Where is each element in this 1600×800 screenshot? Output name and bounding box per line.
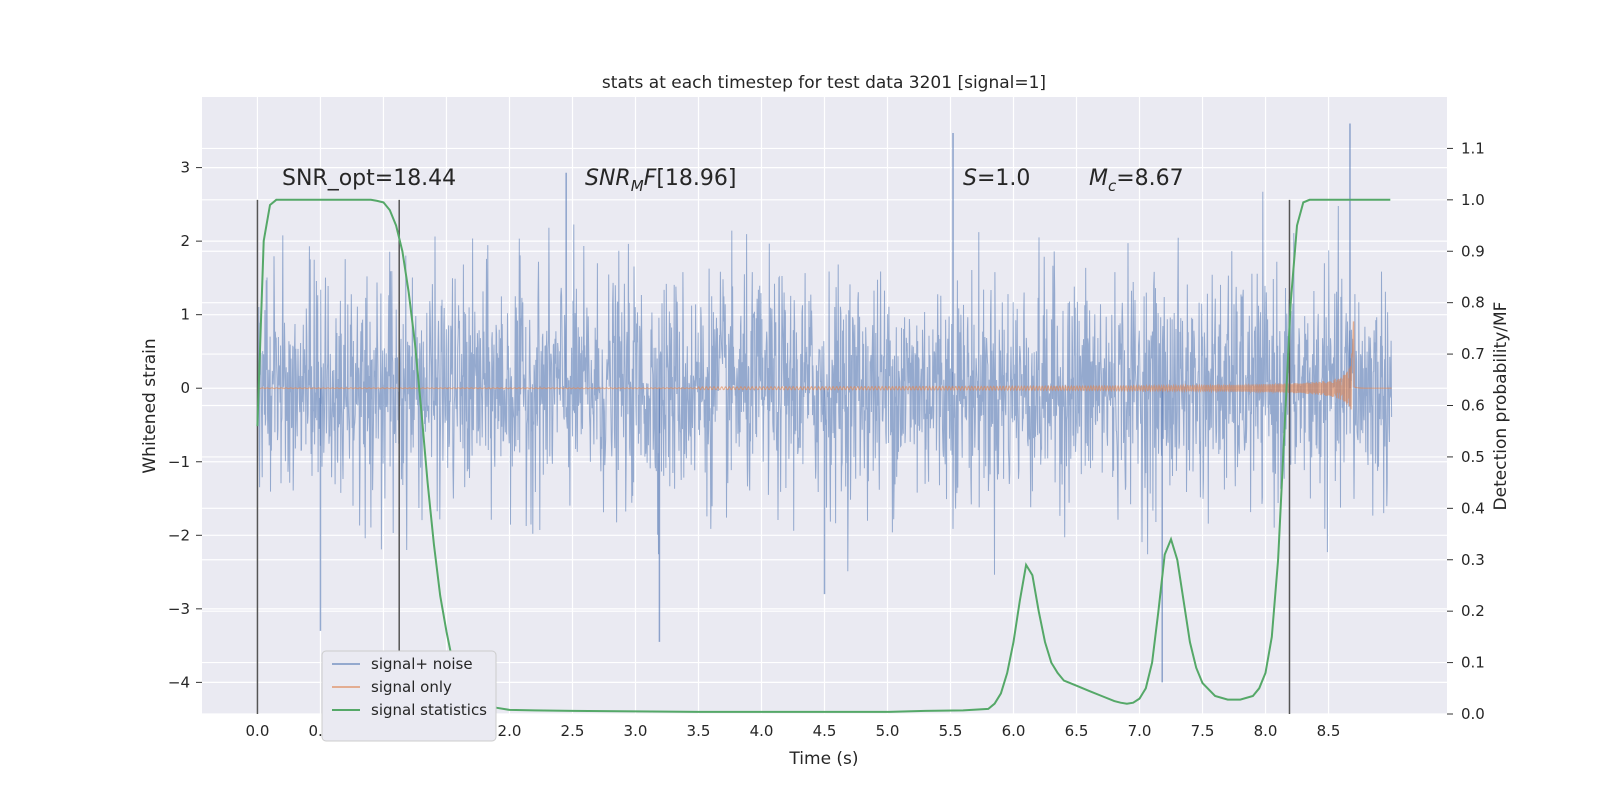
y2-tick-label: 0.5	[1461, 448, 1485, 466]
stat-series	[256, 198, 1391, 713]
x-tick-label: 8.5	[1317, 722, 1341, 740]
x-tick-label: 4.5	[813, 722, 837, 740]
signal-series	[257, 321, 1392, 410]
x-tick-label: 4.0	[750, 722, 774, 740]
y2-tick-label: 0.7	[1461, 345, 1485, 363]
x-tick-label: 7.0	[1128, 722, 1152, 740]
x-tick-label: 5.0	[876, 722, 900, 740]
signal-trace	[257, 321, 1392, 410]
y-tick-label: −4	[168, 673, 190, 691]
y2-tick-label: 1.1	[1461, 139, 1485, 157]
noise-series	[256, 123, 1393, 683]
y-tick-label: 0	[180, 379, 190, 397]
vertical-markers	[256, 199, 1291, 714]
annotation-snr-mf: SNRMF[18.96]	[585, 166, 736, 195]
y2-tick-label: 0.8	[1461, 294, 1485, 312]
annotation-s: S=1.0	[963, 166, 1030, 191]
x-tick-label: 8.0	[1254, 722, 1278, 740]
x-tick-label: 7.5	[1191, 722, 1215, 740]
y-axis-label: Whitened strain	[140, 338, 160, 473]
y2-tick-label: 1.0	[1461, 191, 1485, 209]
annotation-snr-opt: SNR_opt=18.44	[282, 166, 456, 191]
chart-title: stats at each timestep for test data 320…	[602, 73, 1046, 93]
y-axis-ticks: −4 −3 −2 −1 0 1 2 3	[168, 159, 202, 691]
legend-box	[321, 650, 497, 742]
annotation-mc: Mc=8.67	[1089, 166, 1184, 195]
x-tick-label: 3.0	[624, 722, 648, 740]
stat-trace	[256, 198, 1391, 713]
annotation-s-value: =1.0	[977, 166, 1030, 191]
x-tick-label: 2.5	[561, 722, 585, 740]
annotation-mc-value: =8.67	[1116, 166, 1183, 191]
y2-tick-label: 0.6	[1461, 397, 1485, 415]
annotation-snr-mf-value: [18.96]	[656, 166, 736, 191]
legend-label-signal: signal only	[371, 678, 452, 696]
y-tick-label: −3	[168, 600, 190, 618]
y2-axis-label: Detection probability/MF	[1491, 302, 1511, 511]
x-tick-label: 5.5	[939, 722, 963, 740]
y-tick-label: 3	[180, 159, 190, 177]
legend: signal+ noise signal only signal statist…	[321, 650, 497, 742]
x-tick-label: 6.0	[1002, 722, 1026, 740]
y-tick-label: 2	[180, 232, 190, 250]
y-tick-label: −1	[168, 453, 190, 471]
y2-tick-label: 0.3	[1461, 551, 1485, 569]
legend-label-noise: signal+ noise	[371, 655, 473, 673]
x-tick-label: 0.0	[246, 722, 270, 740]
x-tick-label: 6.5	[1065, 722, 1089, 740]
y-tick-label: 1	[180, 306, 190, 324]
y2-tick-label: 0.2	[1461, 602, 1485, 620]
y2-tick-label: 0.0	[1461, 705, 1485, 723]
y2-tick-label: 0.9	[1461, 242, 1485, 260]
x-tick-label: 2.0	[498, 722, 522, 740]
y-tick-label: −2	[168, 526, 190, 544]
y2-tick-label: 0.4	[1461, 499, 1485, 517]
y2-tick-label: 0.1	[1461, 654, 1485, 672]
x-tick-label: 3.5	[687, 722, 711, 740]
legend-label-stat: signal statistics	[371, 701, 487, 719]
x-axis-label: Time (s)	[788, 749, 858, 769]
y2-axis-ticks: 0.0 0.1 0.2 0.3 0.4 0.5 0.6 0.7 0.8 0.9 1.0 1.1	[1447, 139, 1485, 723]
